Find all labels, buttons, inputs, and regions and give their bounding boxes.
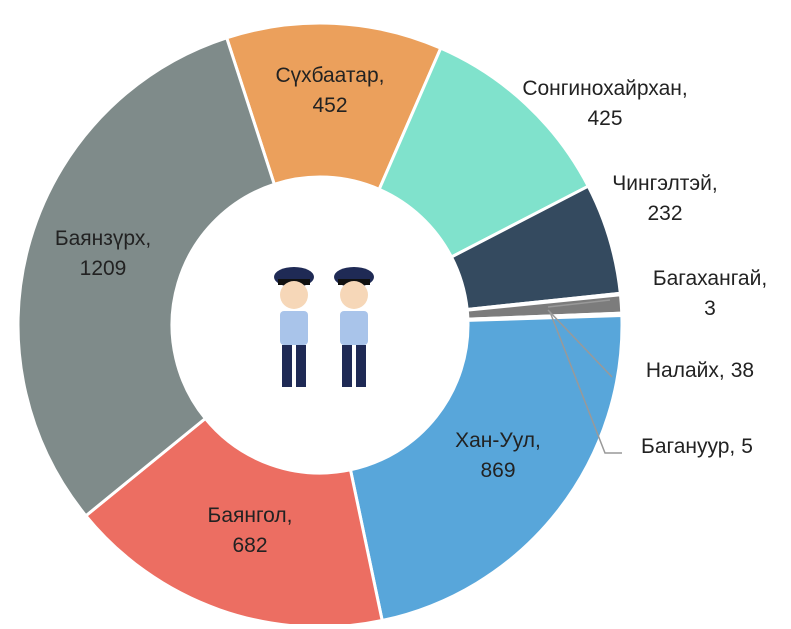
- center-illustration: [274, 267, 374, 387]
- value-label: 1209: [80, 257, 127, 280]
- category-label: Налайх,: [646, 359, 725, 382]
- category-label: Сүхбаатар,: [276, 64, 385, 87]
- slice-label: Хан-Уул, 869: [455, 429, 541, 482]
- category-label: Багахангай,: [653, 267, 767, 290]
- category-label: Багануур,: [641, 435, 735, 458]
- slice: [16, 35, 277, 518]
- slice-label: Сонгинохайрхан, 425: [522, 77, 687, 130]
- leader-line: [547, 309, 613, 378]
- value-label: 425: [587, 107, 622, 130]
- category-label: Баянзүрх,: [55, 227, 151, 250]
- slice-label: Багануур, 5: [641, 435, 753, 458]
- slice: [348, 314, 624, 623]
- category-label: Баянгол,: [208, 504, 293, 527]
- category-label: Хан-Уул,: [455, 429, 541, 452]
- category-label: Чингэлтэй,: [612, 172, 717, 195]
- slice-label: Налайх, 38: [646, 359, 754, 382]
- value-label: 3: [704, 297, 716, 320]
- category-label: Сонгинохайрхан,: [522, 77, 687, 100]
- slice-label: Баянгол, 682: [208, 504, 293, 557]
- value-label: 38: [731, 359, 754, 382]
- leader-line: [547, 299, 611, 308]
- leader-line: [549, 311, 622, 454]
- labels: Сүхбаатар, 452 Сонгинохайрхан, 425 Чингэлтэй…: [55, 64, 767, 557]
- value-label: 5: [741, 435, 753, 458]
- slice-label: Баянзүрх, 1209: [55, 227, 151, 280]
- value-label: 682: [232, 534, 267, 557]
- value-label: 452: [312, 94, 347, 117]
- slice-label: Сүхбаатар, 452: [276, 64, 385, 117]
- slice: [224, 21, 443, 192]
- slices: [16, 21, 624, 629]
- value-label: 232: [647, 202, 682, 225]
- slice: [377, 46, 591, 260]
- slice-label: Багахангай, 3: [653, 267, 767, 320]
- slice-label: Чингэлтэй, 232: [612, 172, 717, 225]
- value-label: 869: [480, 459, 515, 482]
